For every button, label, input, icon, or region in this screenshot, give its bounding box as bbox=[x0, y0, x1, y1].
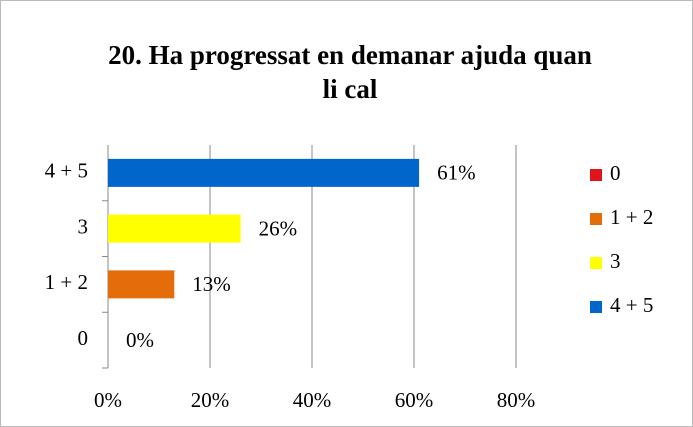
legend-label: 0 bbox=[610, 161, 621, 185]
x-tick-label: 20% bbox=[191, 388, 230, 412]
legend-swatch bbox=[590, 301, 602, 313]
data-label: 0% bbox=[126, 328, 154, 352]
bar bbox=[108, 158, 420, 187]
legend-swatch bbox=[590, 213, 602, 225]
x-tick-label: 40% bbox=[293, 388, 332, 412]
y-tick-label: 4 + 5 bbox=[45, 159, 88, 183]
bar bbox=[108, 214, 241, 243]
legend-label: 4 + 5 bbox=[610, 293, 653, 317]
x-tick-label: 0% bbox=[94, 388, 122, 412]
bar bbox=[108, 270, 175, 299]
legend-swatch bbox=[590, 169, 602, 181]
y-tick-label: 3 bbox=[78, 214, 89, 238]
y-tick-label: 1 + 2 bbox=[45, 270, 88, 294]
legend-swatch bbox=[590, 257, 602, 269]
legend-label: 1 + 2 bbox=[610, 205, 653, 229]
legend-label: 3 bbox=[610, 249, 621, 273]
x-tick-label: 80% bbox=[497, 388, 536, 412]
data-label: 13% bbox=[192, 272, 231, 296]
data-label: 26% bbox=[259, 216, 298, 240]
y-tick-label: 0 bbox=[78, 326, 89, 350]
x-tick-label: 60% bbox=[395, 388, 434, 412]
data-label: 61% bbox=[437, 161, 476, 185]
chart-title: 20. Ha progressat en demanar ajuda quan … bbox=[108, 40, 592, 104]
